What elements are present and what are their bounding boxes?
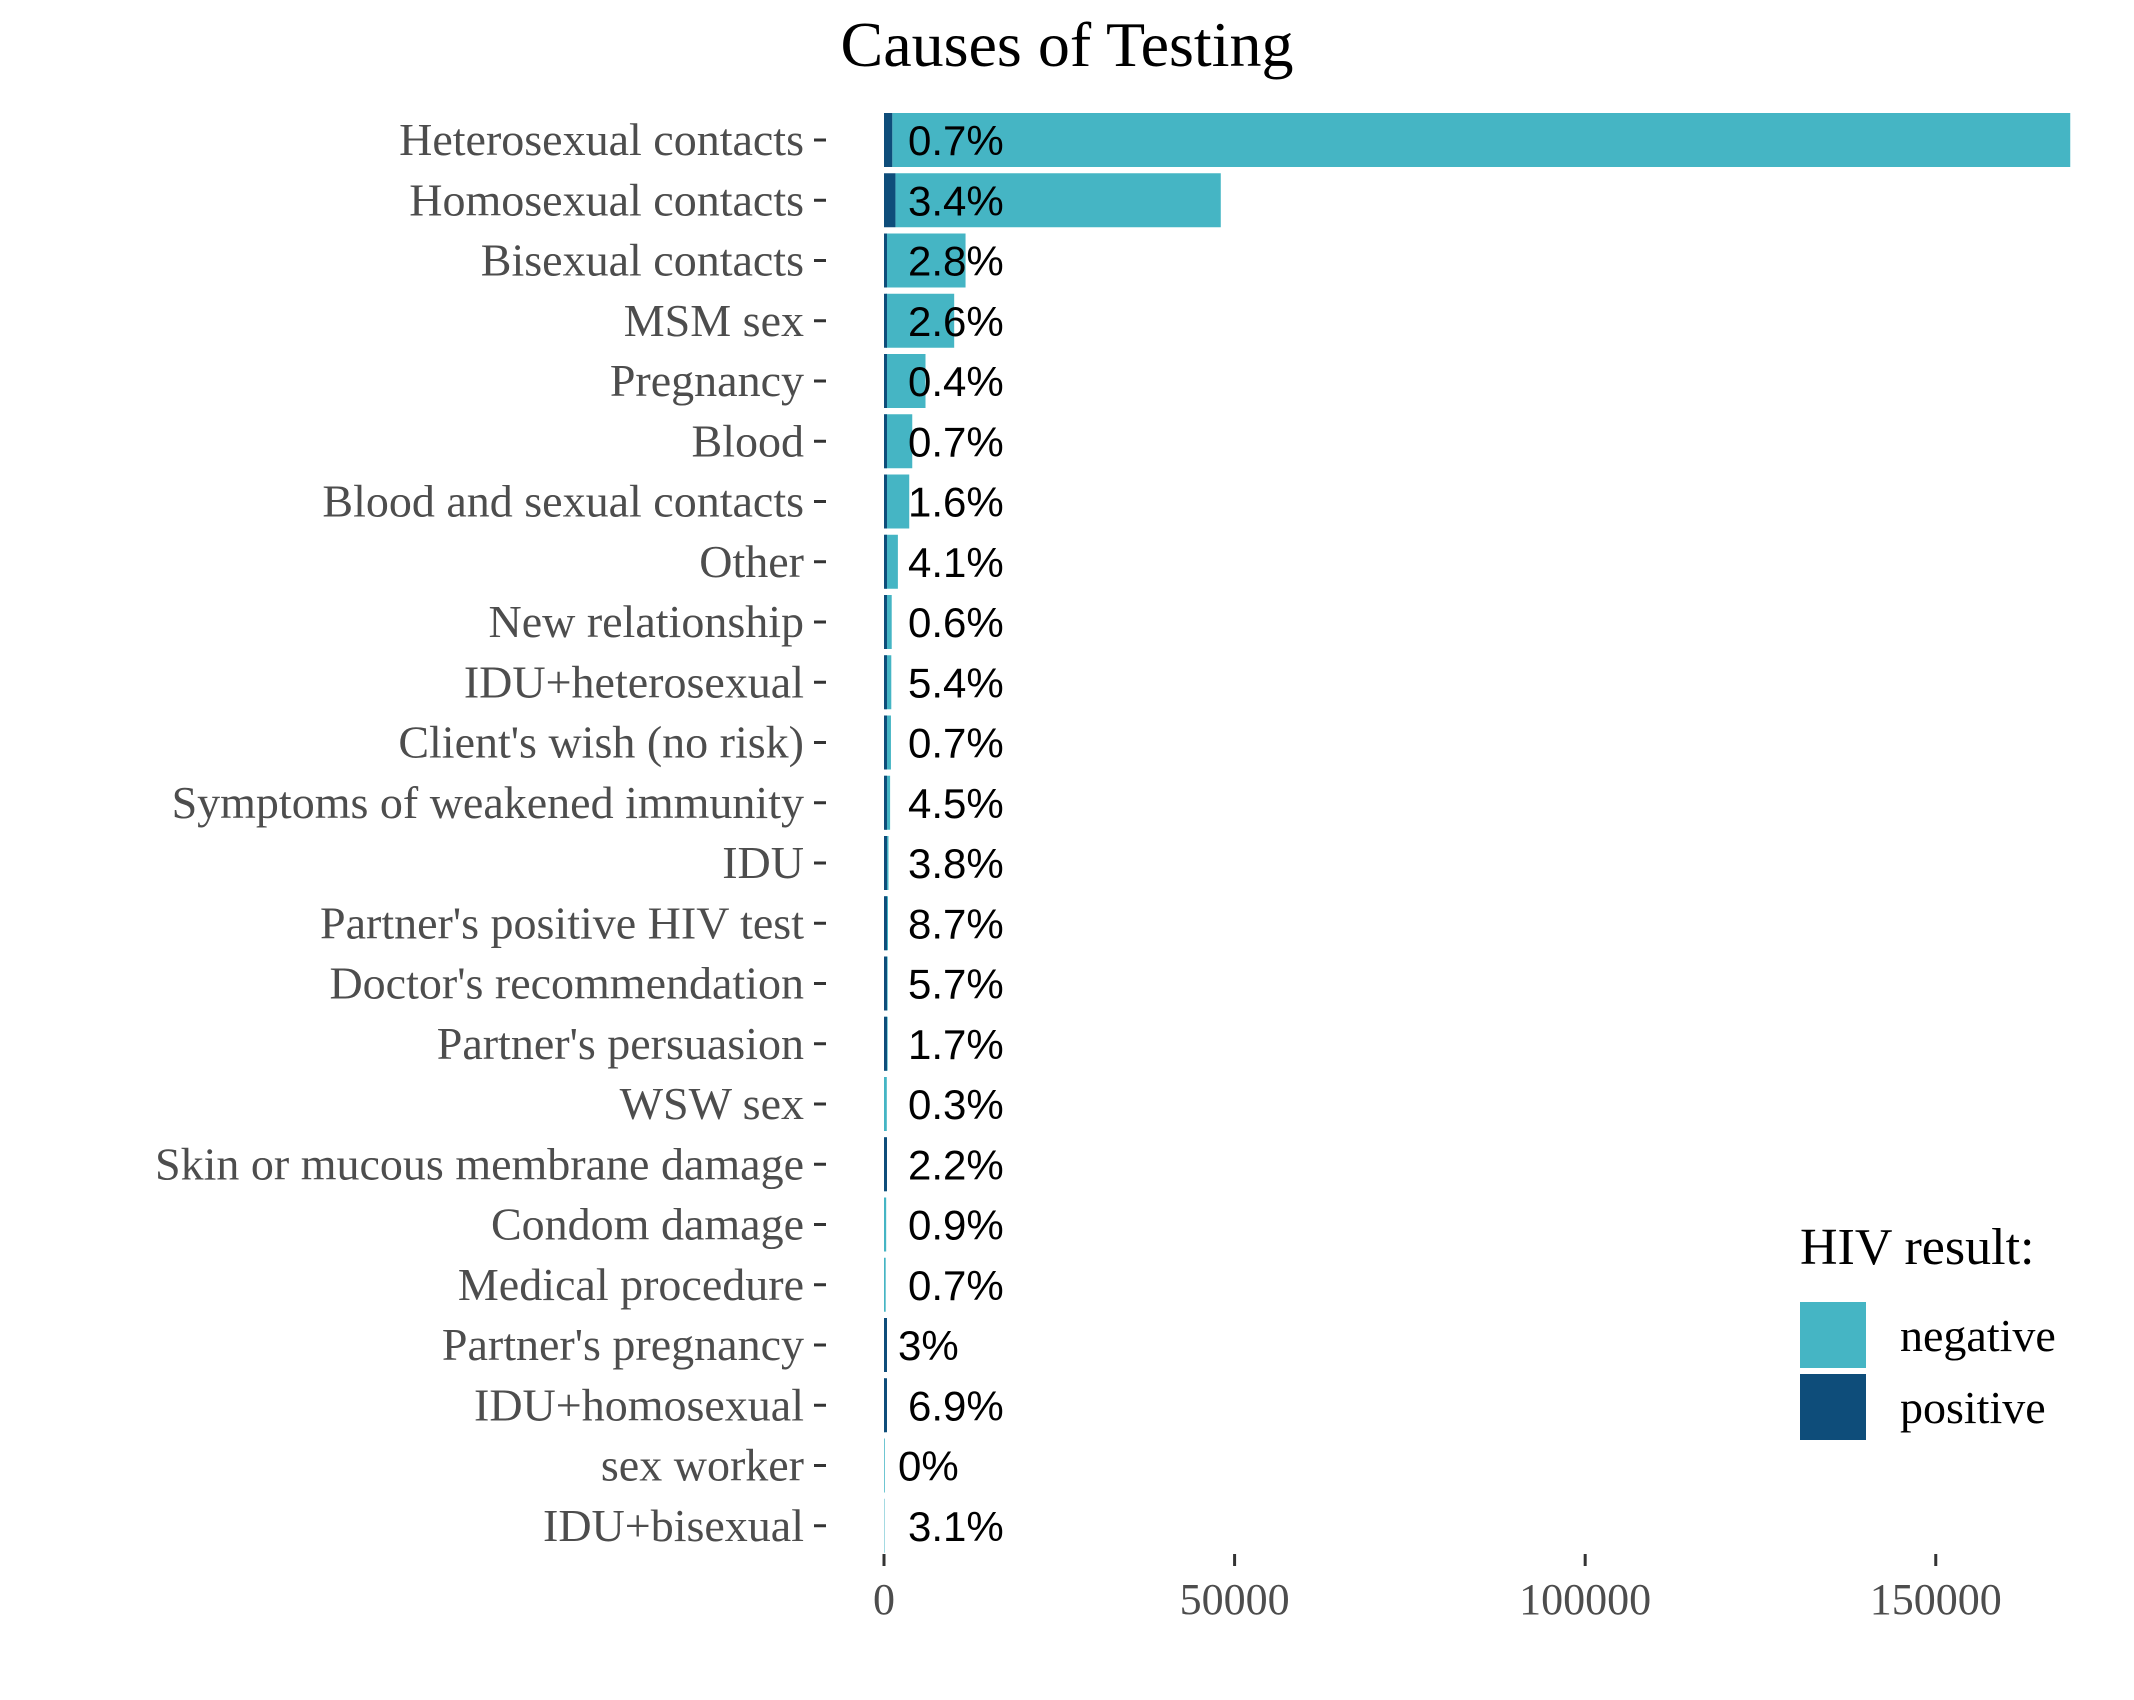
bar-positive (884, 354, 887, 408)
bar-positive (884, 474, 887, 529)
category-label: Skin or mucous membrane damage (155, 1138, 804, 1189)
category-label: Medical procedure (458, 1259, 804, 1310)
category-label: New relationship (488, 596, 804, 647)
bar-negative (884, 474, 910, 529)
bar-positive (884, 836, 887, 890)
chart-title: Causes of Testing (840, 9, 1294, 80)
bar-negative (884, 655, 892, 710)
bar-negative (884, 1257, 886, 1312)
legend-item-positive: positive (1800, 1371, 2120, 1443)
category-label: Heterosexual contacts (399, 114, 804, 165)
bar-value-label: 0.6% (908, 599, 1004, 646)
bar-value-label: 0.9% (908, 1202, 1004, 1249)
category-label: sex worker (601, 1440, 804, 1491)
bar-positive (884, 896, 887, 951)
bar-value-label: 0.4% (908, 358, 1004, 405)
bar-negative (895, 173, 1221, 228)
bar-negative (884, 414, 913, 469)
bar-negative (892, 113, 2071, 167)
bar-value-label: 0.7% (908, 418, 1004, 465)
category-label: Other (699, 536, 804, 587)
x-tick-label: 0 (873, 1575, 895, 1624)
category-label: IDU (722, 837, 804, 888)
bar-positive (884, 293, 887, 348)
category-label: Bisexual contacts (481, 235, 804, 286)
bar-positive (884, 956, 887, 1011)
category-label: Blood and sexual contacts (322, 476, 804, 527)
x-tick-label: 100000 (1519, 1575, 1651, 1624)
bar-value-label: 8.7% (908, 900, 1004, 947)
category-label: Pregnancy (610, 355, 804, 406)
bar-positive (884, 1318, 887, 1372)
category-label: IDU+homosexual (474, 1379, 804, 1430)
bar-negative (884, 354, 926, 408)
bar-value-label: 0% (898, 1443, 959, 1490)
bar-positive (884, 414, 887, 469)
bar-positive (884, 534, 887, 589)
legend-label-negative: negative (1900, 1309, 2056, 1361)
category-label: Client's wish (no risk) (398, 717, 804, 768)
legend-swatch-positive (1800, 1374, 1866, 1440)
bar-value-label: 3% (898, 1322, 959, 1369)
bar-positive (884, 715, 887, 770)
bar-negative (884, 1438, 885, 1493)
bar-value-label: 1.7% (908, 1021, 1004, 1068)
category-label: Homosexual contacts (409, 174, 804, 225)
bar-value-label: 0.7% (908, 1262, 1004, 1309)
bar-value-label: 1.6% (908, 479, 1004, 526)
bar-value-label: 6.9% (908, 1382, 1004, 1429)
category-label: Blood (692, 415, 804, 466)
bar-positive (884, 595, 887, 649)
x-tick-label: 50000 (1180, 1575, 1290, 1624)
category-label: IDU+heterosexual (464, 656, 804, 707)
category-label: Partner's positive HIV test (320, 897, 804, 948)
category-label: Condom damage (491, 1199, 804, 1250)
category-label: Doctor's recommendation (329, 958, 804, 1009)
bar-positive (884, 1016, 887, 1071)
legend: HIV result: negative positive (1800, 1218, 2120, 1443)
bar-negative (886, 233, 966, 288)
bar-negative (884, 595, 892, 649)
bar-positive (884, 1137, 887, 1192)
bar-value-label: 5.4% (908, 659, 1004, 706)
bar-positive (884, 173, 896, 228)
bar-value-label: 2.6% (908, 298, 1004, 345)
x-tick-label: 150000 (1870, 1575, 2002, 1624)
bar-positive (884, 113, 893, 167)
bar-value-label: 4.5% (908, 780, 1004, 827)
bar-positive (884, 1378, 887, 1433)
category-label: Partner's persuasion (437, 1018, 804, 1069)
bar-value-label: 2.2% (908, 1141, 1004, 1188)
bar-value-label: 4.1% (908, 539, 1004, 586)
bar-negative (884, 715, 891, 770)
bar-positive (884, 655, 887, 710)
bar-negative (884, 1197, 887, 1252)
bar-positive (884, 233, 887, 288)
category-label: IDU+bisexual (543, 1500, 804, 1551)
category-label: Partner's pregnancy (442, 1319, 804, 1370)
bar-value-label: 5.7% (908, 961, 1004, 1008)
bar-negative (884, 534, 898, 589)
category-label: MSM sex (624, 295, 804, 346)
bar-value-label: 0.7% (908, 117, 1004, 164)
bar-value-label: 0.3% (908, 1081, 1004, 1128)
bar-value-label: 0.7% (908, 720, 1004, 767)
bar-negative (885, 293, 955, 348)
category-label: WSW sex (620, 1078, 804, 1129)
bar-value-label: 3.8% (908, 840, 1004, 887)
bar-positive (884, 775, 887, 830)
category-label: Symptoms of weakened immunity (172, 777, 804, 828)
bar-negative (884, 1077, 887, 1131)
legend-title: HIV result: (1800, 1219, 2035, 1276)
bar-value-label: 2.8% (908, 238, 1004, 285)
legend-item-negative: negative (1800, 1299, 2120, 1371)
bar-value-label: 3.1% (908, 1503, 1004, 1550)
bar-negative (884, 775, 891, 830)
legend-label-positive: positive (1900, 1381, 2046, 1433)
legend-swatch-negative (1800, 1302, 1866, 1368)
bar-value-label: 3.4% (908, 177, 1004, 224)
